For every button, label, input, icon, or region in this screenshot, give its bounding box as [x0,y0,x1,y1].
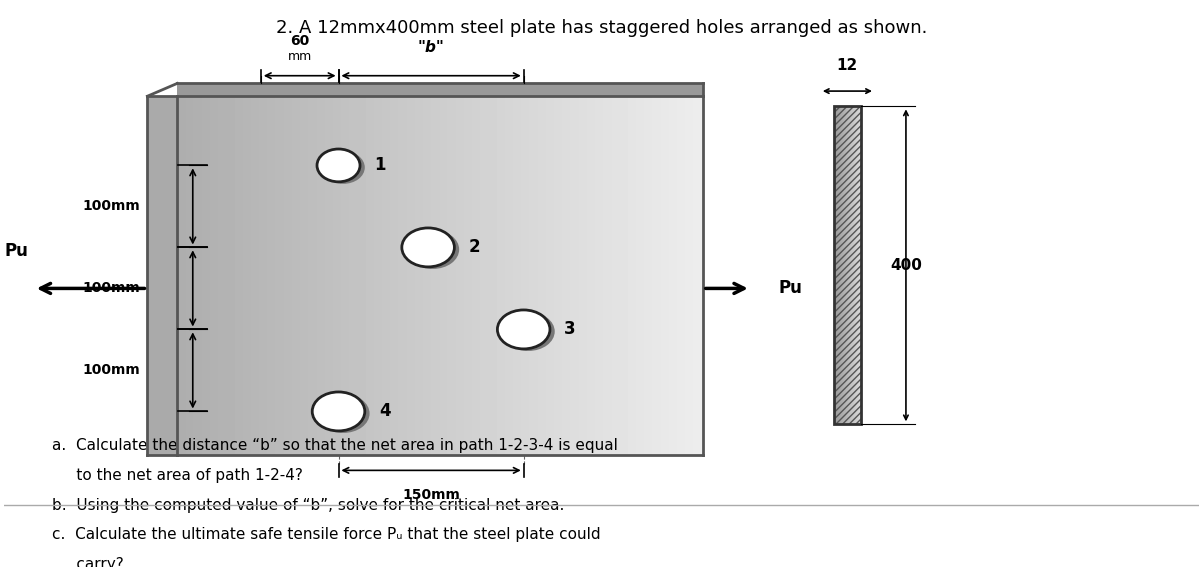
Bar [178,83,703,96]
Text: 2. A 12mmx400mm steel plate has staggered holes arranged as shown.: 2. A 12mmx400mm steel plate has staggere… [276,19,928,37]
Ellipse shape [502,312,554,351]
Ellipse shape [407,230,460,269]
Text: 2: 2 [469,238,480,256]
Text: 400: 400 [890,258,923,273]
Text: "b": "b" [418,40,444,55]
Ellipse shape [322,151,365,184]
Text: 100mm: 100mm [83,200,140,213]
Ellipse shape [497,310,550,349]
Text: 150mm: 150mm [402,488,460,502]
Text: 100mm: 100mm [83,363,140,378]
Text: Pu: Pu [778,280,802,298]
Bar [148,96,178,455]
Text: to the net area of path 1-2-4?: to the net area of path 1-2-4? [52,468,302,483]
Text: 4: 4 [379,403,391,420]
Bar [834,107,860,424]
Text: 1: 1 [374,156,386,175]
Text: carry?: carry? [52,557,124,567]
Text: b.  Using the computed value of “b”, solve for the critical net area.: b. Using the computed value of “b”, solv… [52,497,564,513]
Text: 3: 3 [564,320,576,338]
Text: 100mm: 100mm [83,281,140,295]
Text: c.  Calculate the ultimate safe tensile force Pᵤ that the steel plate could: c. Calculate the ultimate safe tensile f… [52,527,600,542]
Text: mm: mm [288,50,312,63]
Text: a.  Calculate the distance “b” so that the net area in path 1-2-3-4 is equal: a. Calculate the distance “b” so that th… [52,438,618,453]
Text: Pu: Pu [4,242,28,260]
Ellipse shape [402,228,455,267]
Bar [834,107,860,424]
Text: 12: 12 [836,58,858,73]
Ellipse shape [317,149,360,182]
Text: 60: 60 [290,33,310,48]
Ellipse shape [312,392,365,431]
Ellipse shape [317,394,370,433]
